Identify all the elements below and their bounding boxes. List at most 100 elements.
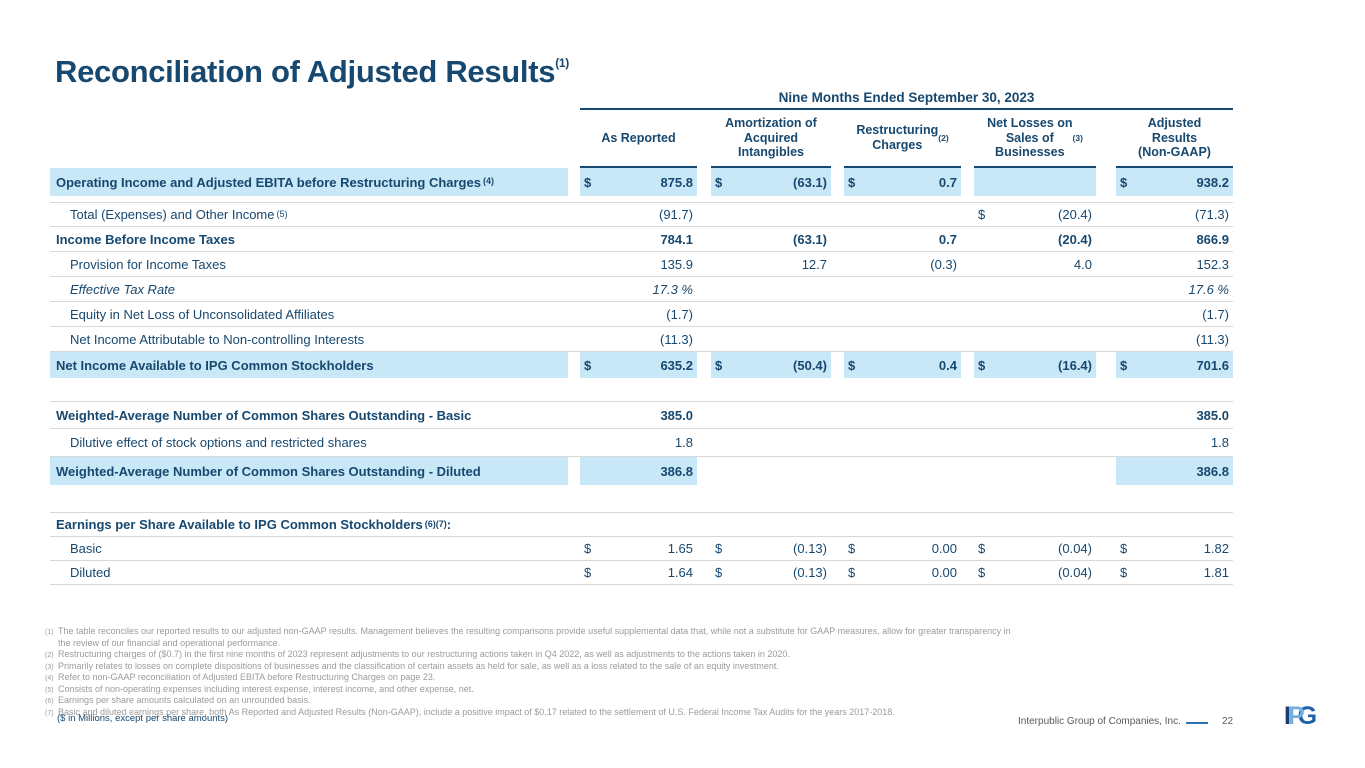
value-cell bbox=[844, 402, 961, 428]
footnote: (6) Earnings per share amounts calculated… bbox=[45, 695, 1013, 707]
value-cell bbox=[974, 513, 1096, 536]
currency-symbol: $ bbox=[1120, 174, 1128, 190]
value-cell: 866.9 bbox=[1116, 227, 1233, 251]
value-cell: 385.0 bbox=[580, 402, 697, 428]
column-header: As Reported bbox=[580, 110, 697, 168]
table-row: Provision for Income Taxes 135.9 12.7 (0.3)… bbox=[50, 252, 1233, 277]
row-label: Earnings per Share Available to IPG Comm… bbox=[56, 517, 452, 532]
value-cell: $0.4 bbox=[844, 352, 961, 378]
value-cell: $ (0.04) bbox=[974, 537, 1096, 560]
table-row: Weighted-Average Number of Common Shares… bbox=[50, 401, 1233, 429]
value-cell bbox=[974, 429, 1096, 456]
footnote-number: (2) bbox=[45, 652, 54, 659]
column-header-spacer bbox=[50, 110, 568, 168]
row-footnote-ref: (6)(7) bbox=[424, 518, 447, 529]
value-cell bbox=[844, 203, 961, 226]
cell-value: 784.1 bbox=[660, 231, 693, 247]
value-cell bbox=[711, 203, 831, 226]
footnote-text: The table reconciles our reported result… bbox=[58, 626, 1011, 648]
value-cell: $0.7 bbox=[844, 168, 961, 196]
page-title: Reconciliation of Adjusted Results(1) bbox=[55, 54, 569, 90]
footnote-number: (1) bbox=[45, 629, 54, 636]
currency-symbol: $ bbox=[584, 565, 592, 580]
row-label: Net Income Available to IPG Common Stock… bbox=[50, 352, 568, 378]
cell-value: 152.3 bbox=[1196, 256, 1229, 272]
title-footnote-ref: (1) bbox=[555, 55, 569, 70]
footnote: (4) Refer to non-GAAP reconciliation of A… bbox=[45, 672, 1013, 684]
currency-symbol: $ bbox=[584, 174, 592, 190]
value-cell: 135.9 bbox=[580, 252, 697, 276]
value-cell bbox=[711, 402, 831, 428]
cell-value: (16.4) bbox=[1058, 357, 1092, 373]
footnote: (5) Consists of non-operating expenses in… bbox=[45, 684, 1013, 696]
currency-symbol: $ bbox=[715, 174, 723, 190]
value-cell: $1.81 bbox=[1116, 561, 1233, 584]
cell-value: 1.8 bbox=[674, 435, 693, 450]
footnote: (7) Basic and diluted earnings per share,… bbox=[45, 707, 1013, 719]
cell-value: (63.1) bbox=[793, 231, 827, 247]
cell-value: (91.7) bbox=[659, 207, 693, 222]
row-label: Effective Tax Rate bbox=[70, 281, 176, 297]
value-cell bbox=[974, 302, 1096, 326]
currency-symbol: $ bbox=[715, 541, 723, 556]
cell-value: 0.7 bbox=[938, 231, 957, 247]
table-row: Effective Tax Rate 17.3 % 17.6 % bbox=[50, 277, 1233, 302]
value-cell bbox=[711, 302, 831, 326]
cell-value: (1.7) bbox=[666, 306, 693, 322]
cell-value: 386.8 bbox=[660, 463, 693, 479]
currency-symbol: $ bbox=[978, 207, 986, 222]
row-label: Provision for Income Taxes bbox=[70, 256, 226, 272]
table-row: Operating Income and Adjusted EBITA befo… bbox=[50, 168, 1233, 196]
value-cell: $1.65 bbox=[580, 537, 697, 560]
footnote: (1) The table reconciles our reported res… bbox=[45, 626, 1013, 649]
value-cell bbox=[711, 457, 831, 485]
cell-value: 938.2 bbox=[1196, 174, 1229, 190]
cell-value: 1.65 bbox=[667, 541, 693, 556]
value-cell: (1.7) bbox=[1116, 302, 1233, 326]
footnote-text: Earnings per share amounts calculated on… bbox=[58, 695, 311, 705]
value-cell: 152.3 bbox=[1116, 252, 1233, 276]
row-label: Weighted-Average Number of Common Shares… bbox=[50, 457, 568, 485]
value-cell bbox=[711, 277, 831, 301]
currency-symbol: $ bbox=[848, 174, 856, 190]
column-header: Adjusted Results (Non-GAAP) bbox=[1116, 110, 1233, 168]
cell-value: 385.0 bbox=[660, 407, 693, 423]
cell-value: 1.8 bbox=[1210, 435, 1229, 450]
cell-value: 1.82 bbox=[1203, 541, 1229, 556]
value-cell bbox=[974, 168, 1096, 196]
currency-symbol: $ bbox=[715, 357, 723, 373]
currency-symbol: $ bbox=[978, 565, 986, 580]
cell-value: 866.9 bbox=[1196, 231, 1229, 247]
row-label: Equity in Net Loss of Unconsolidated Aff… bbox=[70, 306, 335, 322]
value-cell: $ (0.04) bbox=[974, 561, 1096, 584]
cell-value: 17.3 % bbox=[652, 281, 693, 297]
cell-value: (0.3) bbox=[930, 256, 957, 272]
value-cell: 386.8 bbox=[1116, 457, 1233, 485]
currency-symbol: $ bbox=[584, 357, 592, 373]
cell-value: (20.4) bbox=[1058, 207, 1092, 222]
table-section-shares: Weighted-Average Number of Common Shares… bbox=[50, 401, 1233, 485]
value-cell: 386.8 bbox=[580, 457, 697, 485]
cell-value: 385.0 bbox=[1196, 407, 1229, 423]
cell-value: 1.64 bbox=[667, 565, 693, 580]
row-footnote-ref: (5) bbox=[276, 208, 288, 219]
cell-value: (11.3) bbox=[660, 331, 693, 347]
value-cell bbox=[711, 513, 831, 536]
table-row: Income Before Income Taxes 784.1 (63.1) 0.7… bbox=[50, 227, 1233, 252]
cell-value: (0.04) bbox=[1058, 541, 1092, 556]
value-cell bbox=[974, 402, 1096, 428]
cell-value: 135.9 bbox=[660, 256, 693, 272]
table-row: Diluted $1.64 $ (0.13) $0.00 $ (0.04) $1.81 bbox=[50, 561, 1233, 585]
value-cell: 1.8 bbox=[1116, 429, 1233, 456]
cell-value: 0.4 bbox=[938, 357, 957, 373]
column-header: Restructuring Charges (2) bbox=[844, 110, 961, 168]
currency-symbol: $ bbox=[848, 357, 856, 373]
footnote-text: Basic and diluted earnings per share, bo… bbox=[58, 706, 895, 717]
column-footnote-ref: (3) bbox=[1072, 132, 1083, 143]
footnote: (2) Restructuring charges of ($0.7) in th… bbox=[45, 649, 1013, 661]
table-row: Equity in Net Loss of Unconsolidated Aff… bbox=[50, 302, 1233, 327]
table-column-headers: As Reported Amortization of Acquired Intang… bbox=[50, 110, 1233, 168]
value-cell: 1.8 bbox=[580, 429, 697, 456]
cell-value: 635.2 bbox=[660, 357, 693, 373]
